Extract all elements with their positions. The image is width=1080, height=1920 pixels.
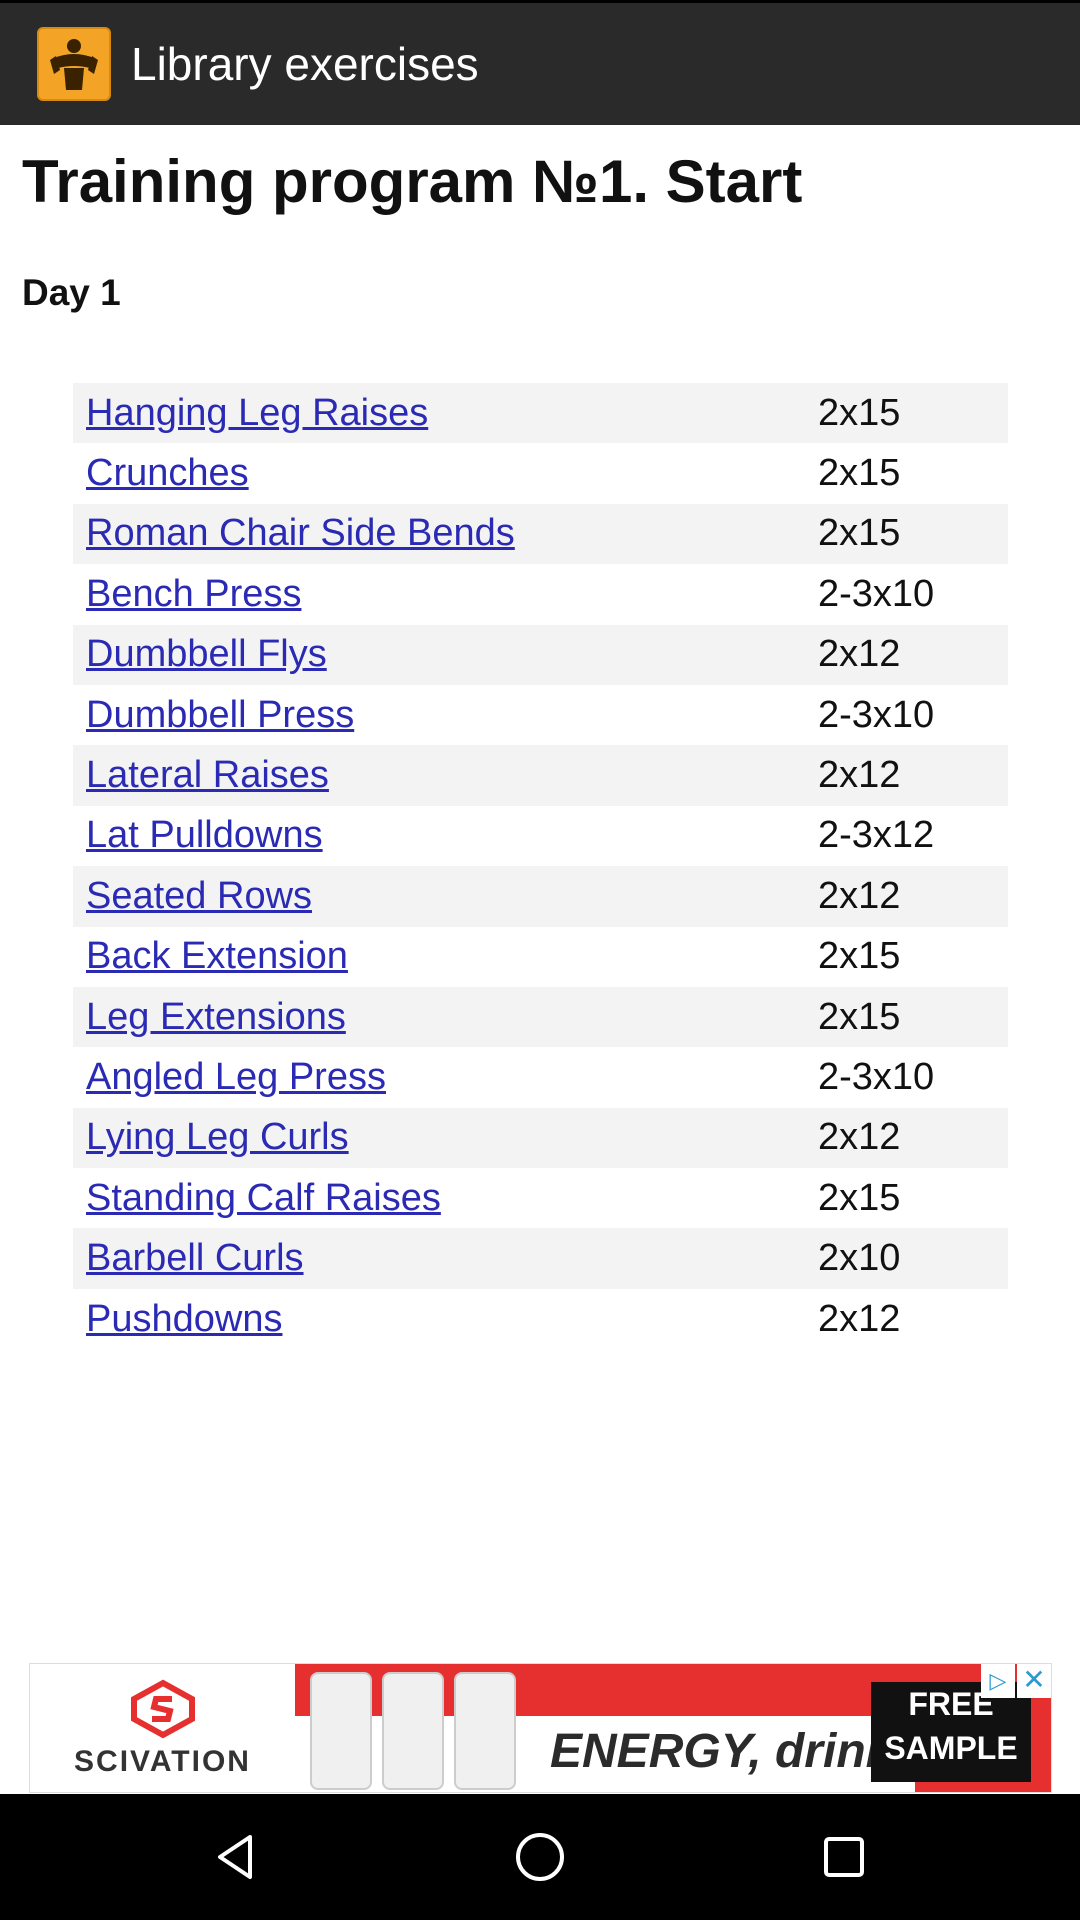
exercise-link[interactable]: Back Extension — [86, 935, 348, 978]
ad-tagline: ENERGY, drink. — [550, 1725, 906, 1778]
exercise-row: Leg Extensions 2x15 — [73, 986, 1008, 1048]
exercise-row: Crunches 2x15 — [73, 443, 1008, 503]
exercise-table: Hanging Leg Raises 2x15 Crunches 2x15 Roman … — [73, 383, 1008, 1349]
ad-brand: SCIVATION — [74, 1745, 251, 1778]
ad-cta[interactable]: FREE SAMPLE — [871, 1682, 1031, 1782]
exercise-link[interactable]: Pushdowns — [86, 1297, 283, 1340]
page-title: Training program №1. Start — [22, 148, 803, 215]
exercise-name-cell: Pushdowns — [73, 1289, 818, 1349]
exercise-sets: 2x12 — [818, 1297, 901, 1340]
exercise-sets: 2x15 — [818, 986, 1008, 1048]
exercise-link[interactable]: Crunches — [86, 452, 249, 495]
exercise-row: Lateral Raises 2x12 — [73, 745, 1008, 806]
exercise-row: Seated Rows 2x12 — [73, 866, 1008, 927]
exercise-name-cell: Hanging Leg Raises — [73, 383, 818, 444]
app-bar: Library exercises — [0, 3, 1080, 125]
exercise-link[interactable]: Dumbbell Flys — [86, 633, 327, 676]
exercise-link[interactable]: Standing Calf Raises — [86, 1176, 441, 1219]
exercise-link[interactable]: Leg Extensions — [86, 995, 346, 1038]
exercise-row: Barbell Curls 2x10 — [73, 1228, 1008, 1289]
main-content: Training program №1. Start Day 1 — [0, 125, 1080, 314]
recents-icon[interactable] — [784, 1794, 904, 1920]
exercise-name-cell: Dumbbell Press — [73, 685, 818, 745]
ad-banner[interactable]: SCIVATION ENERGY, drink. FREE SAMPLE ▷ ✕ — [29, 1663, 1052, 1793]
home-icon[interactable] — [480, 1794, 600, 1920]
exercise-row: Bench Press 2-3x10 — [73, 564, 1008, 624]
muscleman-logo-icon[interactable] — [37, 27, 111, 101]
exercise-sets: 2x15 — [818, 383, 1008, 444]
close-icon[interactable]: ✕ — [1017, 1664, 1051, 1698]
exercise-name-cell: Barbell Curls — [73, 1228, 818, 1289]
exercise-row: Pushdowns 2x12 — [73, 1289, 1008, 1349]
exercise-name-cell: Seated Rows — [73, 866, 818, 927]
exercise-link[interactable]: Dumbbell Press — [86, 693, 355, 736]
exercise-link[interactable]: Lying Leg Curls — [86, 1116, 349, 1159]
exercise-link[interactable]: Hanging Leg Raises — [86, 391, 429, 434]
ad-brand-area: SCIVATION — [30, 1664, 295, 1792]
exercise-sets: 2x15 — [818, 1176, 901, 1219]
exercise-link[interactable]: Roman Chair Side Bends — [86, 512, 515, 555]
exercise-sets: 2x15 — [818, 452, 901, 495]
exercise-sets: 2-3x12 — [818, 814, 935, 857]
exercise-sets: 2-3x10 — [818, 572, 935, 615]
exercise-name-cell: Roman Chair Side Bends — [73, 503, 818, 565]
exercise-name-cell: Lying Leg Curls — [73, 1107, 818, 1169]
app-title: Library exercises — [131, 38, 479, 90]
exercise-name-cell: Crunches — [73, 443, 818, 503]
exercise-row: Dumbbell Flys 2x12 — [73, 624, 1008, 685]
exercise-sets: 2x10 — [818, 1228, 1008, 1289]
exercise-row: Lying Leg Curls 2x12 — [73, 1107, 1008, 1169]
exercise-sets: 2x12 — [818, 624, 1008, 685]
exercise-row: Roman Chair Side Bends 2x15 — [73, 503, 1008, 565]
product-can — [310, 1672, 372, 1790]
exercise-link[interactable]: Barbell Curls — [86, 1237, 304, 1280]
exercise-name-cell: Dumbbell Flys — [73, 624, 818, 685]
exercise-row: Angled Leg Press 2-3x10 — [73, 1047, 1008, 1107]
exercise-row: Dumbbell Press 2-3x10 — [73, 685, 1008, 745]
navigation-bar — [0, 1794, 1080, 1920]
exercise-name-cell: Angled Leg Press — [73, 1047, 818, 1107]
exercise-link[interactable]: Bench Press — [86, 572, 302, 615]
exercise-sets: 2x12 — [818, 1107, 1008, 1169]
day-heading: Day 1 — [22, 272, 121, 313]
adchoices-icon[interactable]: ▷ — [981, 1664, 1015, 1698]
exercise-sets: 2x15 — [818, 935, 901, 978]
exercise-link[interactable]: Angled Leg Press — [86, 1055, 386, 1098]
status-bar — [0, 0, 1080, 3]
exercise-name-cell: Lat Pulldowns — [73, 806, 818, 866]
exercise-name-cell: Leg Extensions — [73, 986, 818, 1048]
exercise-sets: 2x12 — [818, 866, 1008, 927]
exercise-link[interactable]: Lat Pulldowns — [86, 814, 323, 857]
scivation-logo-icon — [130, 1679, 195, 1739]
exercise-row: Standing Calf Raises 2x15 — [73, 1168, 1008, 1228]
exercise-link[interactable]: Lateral Raises — [86, 754, 329, 797]
back-icon[interactable] — [176, 1794, 296, 1920]
exercise-name-cell: Standing Calf Raises — [73, 1168, 818, 1228]
exercise-name-cell: Back Extension — [73, 927, 818, 987]
exercise-sets: 2x12 — [818, 745, 1008, 806]
exercise-row: Lat Pulldowns 2-3x12 — [73, 806, 1008, 866]
exercise-link[interactable]: Seated Rows — [86, 874, 313, 917]
product-can — [382, 1672, 444, 1790]
exercise-sets: 2-3x10 — [818, 1055, 935, 1098]
exercise-row: Back Extension 2x15 — [73, 927, 1008, 987]
exercise-name-cell: Lateral Raises — [73, 745, 818, 806]
exercise-name-cell: Bench Press — [73, 564, 818, 624]
product-can — [454, 1672, 516, 1790]
exercise-sets: 2x15 — [818, 503, 1008, 565]
exercise-row: Hanging Leg Raises 2x15 — [73, 383, 1008, 444]
exercise-sets: 2-3x10 — [818, 693, 935, 736]
